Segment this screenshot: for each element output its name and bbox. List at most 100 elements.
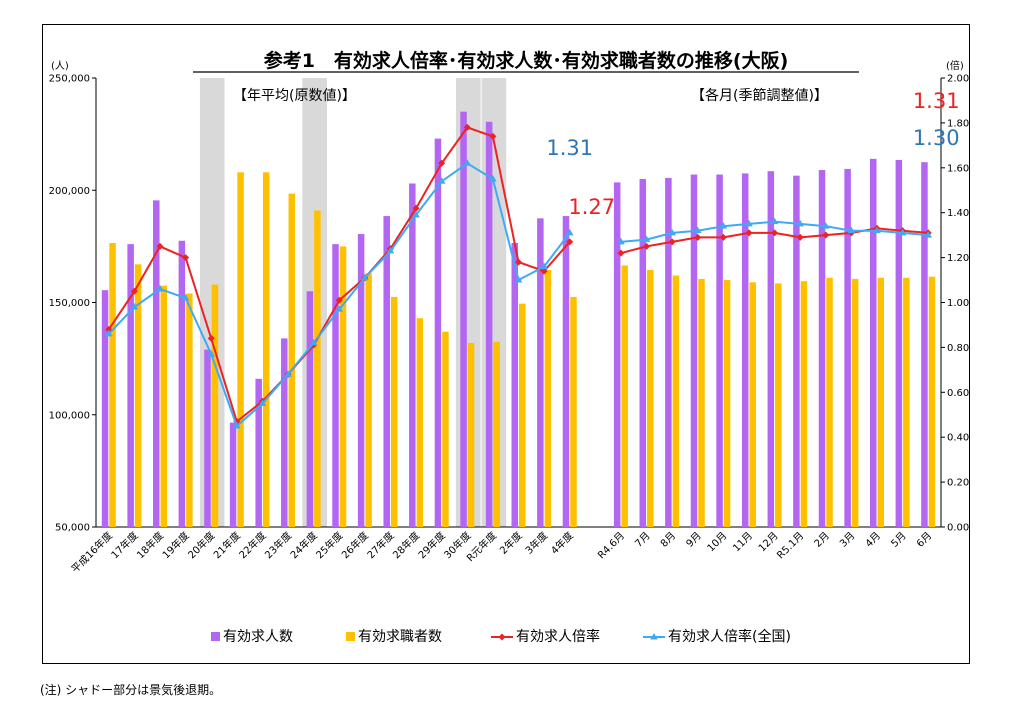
section-left-label: 【年平均(原数値)】 (233, 88, 356, 104)
ratio-national-point (105, 329, 113, 337)
ratio-national-point (130, 302, 139, 310)
x-tick-label: 25年度 (313, 529, 345, 561)
ratio-national-point (617, 237, 625, 245)
x-tick-label: 3月 (837, 530, 857, 550)
y-left-tick-label: 100,000 (49, 410, 90, 421)
bar-job-openings (383, 216, 390, 527)
y-right-unit: (倍) (946, 59, 964, 72)
x-tick-label: 27年度 (364, 529, 396, 561)
ratio-osaka-point (668, 238, 676, 246)
bar-job-openings (306, 291, 314, 527)
section-right-label: 【各月(季節調整値)】 (691, 87, 828, 104)
bar-job-seekers (723, 280, 731, 527)
ratio-national-point (642, 235, 651, 243)
bar-job-openings (153, 200, 160, 528)
legend-marker (498, 633, 506, 641)
bar-job-seekers (544, 269, 552, 527)
bar-job-seekers (749, 282, 756, 527)
ratio-national-point (284, 370, 292, 377)
bar-job-seekers (570, 296, 577, 527)
ratio-national-point (565, 228, 574, 236)
bar-job-seekers (442, 331, 449, 527)
bar-job-seekers (826, 277, 833, 527)
x-tick-label: 2年度 (497, 529, 525, 557)
ratio-national-point (693, 226, 702, 234)
ratio-national-point (207, 350, 216, 357)
bar-job-openings (511, 243, 518, 527)
ratio-osaka-point (745, 229, 753, 237)
y-left-tick-label: 50,000 (55, 523, 90, 534)
ratio-osaka-point (335, 296, 343, 304)
bar-job-openings (178, 240, 186, 527)
x-tick-label: 17年度 (108, 529, 140, 561)
ratio-national-point (668, 228, 676, 236)
x-tick-label: 29年度 (415, 529, 447, 561)
axes (92, 77, 945, 528)
bar-job-openings (485, 121, 493, 527)
ratio-osaka-point (156, 242, 164, 250)
ratio-osaka-point (489, 132, 497, 140)
ratio-national-point (361, 273, 369, 281)
recession-shading (199, 78, 507, 527)
ratio-national-point (156, 285, 164, 292)
y-right-tick-label: 1.20 (947, 253, 969, 264)
x-tick-label: 18年度 (134, 529, 166, 561)
annotation-label: 1.30 (913, 126, 960, 150)
bar-job-openings (818, 170, 826, 528)
bar-job-openings (639, 179, 647, 527)
x-tick-label: 8月 (658, 530, 678, 550)
ratio-national-point (181, 294, 190, 301)
ratio-osaka-point (130, 287, 138, 295)
x-tick-label: 26年度 (339, 529, 371, 561)
ratio-national-point (309, 338, 318, 346)
ratio-national-point (489, 175, 497, 182)
ratio-osaka-point (796, 233, 804, 241)
ratio-national-point (386, 246, 395, 254)
bar-job-openings (869, 158, 877, 527)
x-tick-label: 3年度 (522, 529, 550, 557)
bar-job-openings (767, 171, 775, 528)
y-right-tick-label: 1.00 (947, 298, 969, 309)
bar-job-seekers (314, 210, 321, 527)
y-right-tick-label: 0.20 (947, 478, 969, 489)
y-left-unit: (人) (51, 60, 69, 72)
x-tick-label: R4.6月 (595, 530, 627, 562)
bar-job-openings (357, 234, 365, 527)
ratio-national-point (873, 226, 881, 234)
ratio-osaka-point (617, 249, 625, 257)
bar-job-seekers (647, 269, 654, 527)
x-tick-label: 11月 (731, 530, 756, 555)
ratio-osaka-point (207, 334, 215, 342)
bar-job-seekers (109, 243, 116, 527)
bar-job-seekers (262, 172, 270, 528)
bar-job-seekers (698, 278, 705, 527)
bar-job-openings (101, 290, 109, 527)
bar-job-seekers (775, 283, 782, 527)
x-tick-label: R5.1月 (775, 530, 807, 562)
bar-job-openings (690, 174, 698, 527)
ratio-osaka-point (822, 231, 830, 239)
ratio-osaka-point (412, 204, 420, 212)
annotation-label: 1.31 (546, 136, 593, 160)
x-tick-label: 10月 (705, 530, 730, 555)
bar-job-seekers (160, 285, 168, 527)
bar-job-seekers (186, 293, 193, 527)
bar-job-seekers (877, 277, 884, 527)
annotations: 1.31 1.27 1.31 1.30 (546, 89, 959, 219)
bar-job-openings (613, 182, 621, 527)
legend-marker (650, 633, 658, 640)
ratio-national-point (437, 177, 446, 184)
ratio-national-point (514, 276, 523, 283)
ratio-national-point (796, 219, 804, 227)
bar-job-seekers (800, 281, 808, 527)
bar-job-seekers (493, 341, 500, 527)
legend-swatch (346, 632, 355, 641)
footnote: (注) シャドー部分は景気後退期。 (40, 683, 222, 697)
annotation-label: 1.27 (568, 195, 615, 219)
x-tick-label: 2月 (812, 530, 832, 550)
bar-job-openings (844, 168, 851, 528)
bar-job-seekers (237, 172, 244, 528)
bar-job-openings (409, 183, 416, 527)
bar-job-openings (229, 422, 237, 527)
legend-label: 有効求人倍率 (516, 628, 600, 645)
